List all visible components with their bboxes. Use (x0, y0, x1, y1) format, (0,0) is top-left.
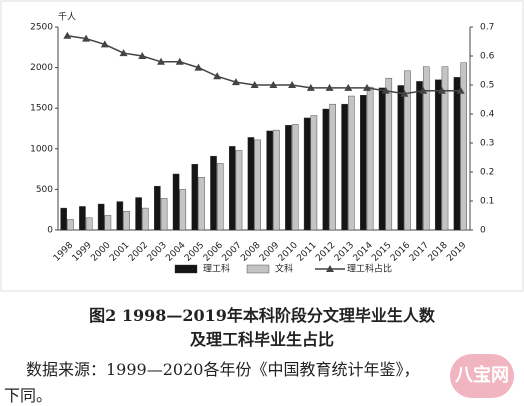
bar (360, 95, 367, 231)
y2-tick-label: 0.3 (480, 139, 494, 149)
bar (329, 103, 336, 231)
marker (138, 52, 147, 59)
marker (269, 81, 278, 88)
bar (366, 86, 374, 231)
bar (434, 79, 442, 231)
bar (348, 95, 355, 231)
bar (85, 217, 93, 231)
y2-tick-label: 0.7 (480, 23, 494, 33)
marker (63, 31, 72, 39)
bar (60, 207, 67, 231)
legend-swatch (174, 264, 198, 274)
marker (381, 86, 390, 94)
y-tick-label: 2000 (30, 63, 53, 73)
watermark: 八宝网 (450, 354, 514, 398)
marker (194, 63, 203, 71)
marker (363, 83, 371, 91)
marker (437, 86, 446, 94)
bar (404, 70, 411, 231)
y-tick-label: 2500 (30, 23, 53, 33)
y-tick-label: 500 (36, 185, 53, 195)
bar (416, 81, 423, 231)
marker (400, 89, 409, 97)
bar (123, 211, 130, 231)
bar (116, 201, 124, 231)
bar (422, 66, 430, 231)
caption-title: 图2 1998—2019年本科阶段分文理毕业生人数 (89, 306, 435, 325)
bar (97, 203, 105, 231)
bar (273, 129, 280, 231)
y-tick-label: 1000 (30, 144, 53, 154)
bar (247, 137, 255, 231)
bar (79, 206, 86, 231)
bar (378, 87, 386, 231)
marker (157, 57, 165, 65)
marker (250, 81, 259, 88)
bar (291, 124, 299, 231)
bar (322, 108, 330, 231)
bar (216, 163, 224, 231)
caption-title: 及理工科毕业生占比 (189, 330, 334, 349)
bar (254, 139, 261, 231)
bar (266, 130, 273, 231)
bar (142, 207, 149, 231)
bar (160, 198, 168, 231)
legend-swatch (326, 265, 334, 272)
marker (344, 83, 353, 91)
y-tick-label: 1500 (30, 104, 53, 114)
bar (228, 146, 236, 231)
bar (198, 177, 205, 231)
marker (306, 83, 315, 91)
y2-tick-label: 0.4 (480, 110, 495, 120)
bar (385, 77, 393, 231)
bar (235, 150, 243, 231)
marker (288, 81, 297, 88)
y-tick-label: 0 (47, 226, 53, 236)
legend-swatch (246, 264, 270, 274)
marker (419, 86, 428, 94)
marker (175, 57, 184, 65)
y2-tick-label: 0.5 (480, 81, 494, 91)
marker (456, 86, 465, 94)
caption-source: 下同。 (4, 386, 53, 405)
unit-label: 千人 (58, 12, 76, 23)
bar (285, 125, 292, 231)
bar (310, 115, 318, 231)
marker (213, 72, 222, 80)
bar (460, 62, 467, 231)
bar (191, 164, 199, 231)
caption-source: 数据来源：1999—2020各年份《中国教育统计年鉴》， (26, 360, 420, 379)
bar (453, 77, 461, 231)
chart: 千人 0 500 1000 1500 2000 2500 0 0.1 0.2 0.3 0.4 0.5 0… (0, 0, 524, 292)
bar (172, 173, 180, 231)
marker (325, 83, 334, 91)
bar (210, 155, 217, 231)
legend-label: 理工科 (203, 263, 230, 275)
legend-label: 文科 (275, 263, 293, 275)
bar (67, 219, 74, 231)
y2-tick-label: 0.1 (480, 197, 494, 207)
y2-tick-label: 0 (480, 226, 486, 236)
marker (82, 34, 91, 42)
bar (135, 197, 142, 231)
marker (100, 40, 109, 48)
bar (341, 103, 348, 231)
bar (154, 185, 161, 231)
line (67, 34, 461, 95)
bar (303, 117, 311, 231)
y2-tick-label: 0.2 (480, 168, 494, 178)
marker (119, 49, 128, 57)
marker (231, 78, 240, 86)
bar (441, 66, 449, 231)
bar (179, 189, 187, 231)
bar (104, 215, 112, 231)
legend-label: 理工科占比 (347, 263, 392, 275)
bar (397, 85, 405, 231)
y2-tick-label: 0.6 (480, 52, 495, 62)
